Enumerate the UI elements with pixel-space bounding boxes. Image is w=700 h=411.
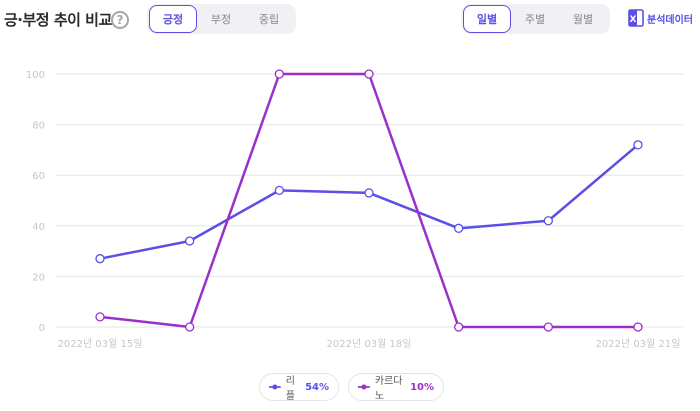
legend-percent: 10% xyxy=(410,381,434,393)
tab-weekly[interactable]: 주별 xyxy=(524,13,546,26)
help-icon[interactable]: ? xyxy=(111,11,129,29)
data-point-series-2 xyxy=(543,322,553,332)
excel-icon: X xyxy=(628,9,644,27)
data-point-series-2 xyxy=(95,312,105,322)
legend-percent: 54% xyxy=(305,381,329,393)
data-point-series-2 xyxy=(633,322,643,332)
tab-neutral[interactable]: 중립 xyxy=(258,13,280,26)
legend-marker-series-1 xyxy=(269,384,281,390)
y-tick-label: 20 xyxy=(32,272,45,283)
page-title: 긍·부정 추이 비교 xyxy=(4,11,112,29)
y-tick-label: 0 xyxy=(39,323,45,334)
tab-monthly[interactable]: 월별 xyxy=(572,13,594,26)
excel-icon-glyph: X xyxy=(630,15,637,25)
legend-item-series-1[interactable]: 리플 54% xyxy=(259,373,339,402)
y-tick-label: 100 xyxy=(26,70,45,81)
tab-negative[interactable]: 부정 xyxy=(210,13,232,26)
legend-marker-series-2 xyxy=(358,384,370,390)
export-data-button[interactable]: X 분석데이터 xyxy=(628,9,693,27)
data-point-series-1 xyxy=(633,140,643,150)
tab-positive[interactable]: 긍정 xyxy=(149,5,197,33)
legend-name: 카르다노 xyxy=(374,376,403,402)
x-tick-label: 2022년 03월 15일 xyxy=(58,338,143,350)
tab-daily[interactable]: 일별 xyxy=(463,5,511,33)
data-point-series-2 xyxy=(454,322,464,332)
data-point-series-2 xyxy=(274,69,284,79)
series-line-2 xyxy=(99,72,638,329)
data-point-series-1 xyxy=(454,223,464,233)
export-data-label: 분석데이터 xyxy=(647,14,693,26)
data-point-series-2 xyxy=(185,322,195,332)
period-tab-group: 일별 주별 월별 xyxy=(461,4,610,34)
legend-item-series-2[interactable]: 카르다노 10% xyxy=(348,373,444,402)
series-line-1 xyxy=(99,143,639,260)
data-point-series-1 xyxy=(364,188,374,198)
y-tick-label: 60 xyxy=(32,171,45,182)
sentiment-tab-group: 긍정 부정 중립 xyxy=(147,4,296,34)
data-point-series-1 xyxy=(274,185,284,196)
legend-name: 리플 xyxy=(285,376,295,402)
y-tick-label: 80 xyxy=(32,121,45,132)
x-tick-label: 2022년 03월 18일 xyxy=(327,338,412,350)
data-point-series-1 xyxy=(95,254,105,264)
y-tick-label: 40 xyxy=(32,222,45,233)
data-point-series-1 xyxy=(543,216,553,226)
x-tick-label: 2022년 03월 21일 xyxy=(596,338,681,350)
data-point-series-1 xyxy=(185,236,195,246)
data-point-series-2 xyxy=(364,69,374,79)
